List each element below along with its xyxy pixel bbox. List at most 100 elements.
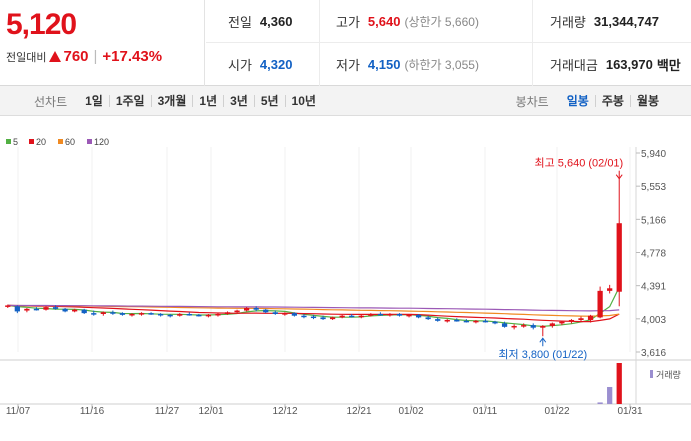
candle-daily[interactable]: 일봉 [566,94,589,108]
stats-row-2: 시가 4,320 저가 4,150 (하한가 3,055) 거래대금 163,9… [206,43,691,86]
amount-unit: 백만 [656,58,681,73]
x-tick-label: 11/07 [6,406,31,417]
volume: 거래량 31,344,747 [550,0,659,43]
legend-label-60: 60 [65,137,75,147]
period-1d[interactable]: 1일 [85,94,103,108]
candle-body [5,305,11,307]
change-value: 760 [63,48,89,65]
candle-body [100,312,106,314]
candle-body [454,319,460,322]
candle-body [501,323,508,327]
period-5y[interactable]: 5년 [253,95,285,107]
quote-stats: 전일 4,360 고가 5,640 (상한가 5,660) 거래량 31,344… [206,0,691,86]
quote-panel: 5,120 전일대비 760 | +17.43% 전일 4,360 고가 5,6… [0,0,691,86]
x-tick-label: 12/12 [272,406,297,417]
candle-body [263,309,269,313]
high-annotation: 최고 5,640 (02/01) [534,157,623,170]
x-tick-label: 11/16 [80,406,105,417]
trade-amount: 거래대금 163,970 백만 [550,43,681,86]
y-tick-label: 5,166 [641,215,666,226]
candle-body [138,313,145,315]
period-1y[interactable]: 1년 [192,95,223,107]
candle-body [167,314,173,317]
period-3m[interactable]: 3개월 [150,95,193,107]
candle-body [425,317,431,320]
low-value: 4,150 [367,57,401,72]
candle-weekly[interactable]: 주봉 [594,95,630,107]
period-1w[interactable]: 1주일 [108,95,151,107]
volume-bar [616,363,622,404]
candle-body [243,307,250,311]
candle-body [521,325,527,327]
volume-bars: 거래량 [597,363,681,404]
candle-body [253,307,259,310]
legend-swatch-5 [6,139,11,144]
candle-body [148,313,154,315]
price-change: 전일대비 760 | +17.43% [6,48,162,65]
lower-limit: (하한가 3,055) [404,58,479,72]
candle-body [205,314,212,317]
y-tick-label: 4,778 [641,249,666,260]
candle-body [396,313,403,316]
candle-body [310,316,317,319]
candle-body [329,317,336,320]
current-price: 5,120 [6,8,77,41]
volume-label: 거래량 [656,369,681,380]
volume-value: 31,344,747 [593,14,659,29]
candle-body [578,318,584,320]
moving-average-lines [7,287,620,327]
high-label: 고가 [336,15,360,30]
y-tick-label: 4,391 [641,282,666,293]
candle-body [377,313,384,316]
candle-body [215,313,221,316]
volume-legend-swatch [650,370,653,378]
price-box: 5,120 전일대비 760 | +17.43% [0,0,205,86]
line-chart-label[interactable]: 선차트 [34,94,68,109]
candle-body [272,312,278,314]
legend-label-120: 120 [94,137,109,147]
y-tick-label: 5,553 [641,182,666,193]
candle-body [616,223,622,292]
candle-body [234,310,240,313]
candle-body [158,313,164,316]
candle-body [406,314,412,317]
prev-close-label: 전일 [228,15,252,30]
candle-body [415,314,422,318]
ma-line-120 [7,304,620,312]
chart-annotations: 최고 5,640 (02/01) 최저 3,800 (01/22) [498,157,623,362]
candle-body [196,314,202,317]
legend-label-5: 5 [13,137,18,147]
line-chart-periods: 선차트 1일 1주일 3개월 1년 3년 5년 10년 [34,86,322,116]
period-3y[interactable]: 3년 [223,95,254,107]
period-10y[interactable]: 10년 [284,95,322,107]
candle-body [607,288,613,291]
candle-body [52,307,59,309]
open-price: 시가 4,320 [228,43,292,86]
candle-body [43,307,49,310]
change-separator: | [93,48,98,65]
divider [532,0,533,86]
x-tick-label: 11/27 [155,406,180,417]
chart-axes: 5,940 5,553 5,166 4,778 4,391 4,003 3,616 11/07… [6,149,667,417]
legend-swatch-120 [87,139,92,144]
open-value: 4,320 [259,57,293,72]
legend-label-20: 20 [36,137,46,147]
candle-monthly[interactable]: 월봉 [629,95,665,107]
candle-body [530,325,536,328]
candle-body [349,315,355,318]
candlestick-chart: 5 20 60 120 거래량 5,940 5,553 5,166 4,778 4,391 4,… [0,137,691,417]
candle-body [320,317,326,320]
amount-label: 거래대금 [550,58,598,73]
legend-swatch-60 [58,139,63,144]
high-price: 고가 5,640 (상한가 5,660) [336,0,479,43]
upper-limit: (상한가 5,660) [404,15,479,29]
candle-body [33,308,40,311]
candle-body [291,313,298,316]
candle-body [81,309,87,314]
chart-toolbar: 선차트 1일 1주일 3개월 1년 3년 5년 10년 봉차트 일봉 주봉 월봉 [0,86,691,116]
candle-chart-label[interactable]: 봉차트 [515,94,549,109]
candle-body [597,290,603,318]
y-tick-label: 5,940 [641,149,666,160]
up-triangle-icon [49,51,62,62]
x-tick-label: 01/31 [617,406,642,417]
